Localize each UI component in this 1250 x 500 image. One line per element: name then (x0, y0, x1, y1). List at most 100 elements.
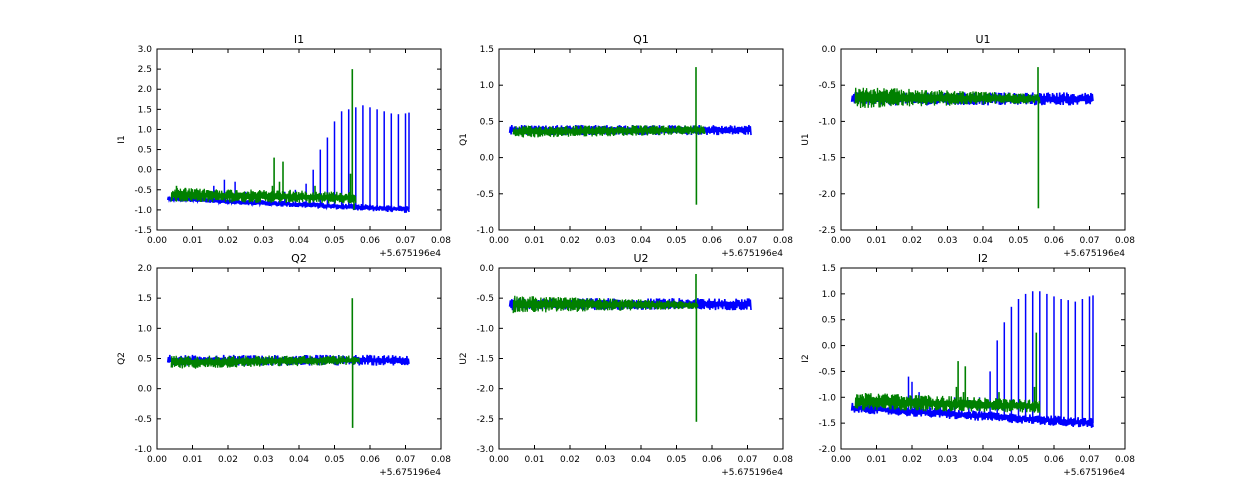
y-tick-label: -1.0 (818, 117, 836, 127)
x-tick-label: 0.02 (560, 455, 580, 465)
y-tick-label: -2.0 (818, 445, 836, 455)
x-tick-label: 0.08 (773, 455, 793, 465)
series-green-line (854, 87, 1041, 109)
y-tick-label: -1.5 (818, 154, 836, 164)
series-green-line (170, 355, 361, 369)
y-tick-label: 2.5 (138, 65, 152, 75)
y-tick-label: 2.0 (138, 85, 153, 95)
y-tick-label: -1.5 (818, 419, 836, 429)
x-offset-label: +5.675196e4 (1063, 249, 1125, 259)
y-tick-label: 0.5 (480, 117, 494, 127)
y-tick-label: -0.5 (134, 415, 152, 425)
subplot-q1: 0.00 0.01 0.02 0.03 0.04 0.05 0.06 0.07 0.08 -1.0… (459, 33, 793, 259)
y-tick-label: 1.0 (138, 324, 153, 334)
subplot-title: U2 (633, 252, 648, 265)
series-green-line (512, 295, 699, 314)
y-axis-label: Q1 (459, 133, 469, 146)
x-tick-label: 0.05 (324, 236, 344, 246)
subplot-i2: 0.00 0.01 0.02 0.03 0.04 0.05 0.06 0.07 0.08 -2.0… (801, 252, 1135, 478)
x-tick-label: 0.07 (1079, 455, 1099, 465)
y-tick-label: 0.0 (822, 45, 837, 55)
x-tick-label: 0.01 (866, 455, 886, 465)
x-tick-label: 0.08 (1115, 236, 1135, 246)
y-tick-label: -1.0 (134, 206, 152, 216)
x-tick-label: 0.01 (524, 455, 544, 465)
subplot-u2: 0.00 0.01 0.02 0.03 0.04 0.05 0.06 0.07 0.08 -3.0… (459, 252, 793, 478)
x-tick-label: 0.03 (253, 236, 273, 246)
plot-area (166, 69, 410, 213)
x-tick-label: 0.07 (737, 455, 757, 465)
y-tick-label: 0.0 (138, 166, 153, 176)
x-tick-label: 0.04 (631, 455, 651, 465)
y-tick-label: 0.5 (138, 146, 152, 156)
x-tick-label: 0.08 (431, 236, 451, 246)
subplot-title: I2 (978, 252, 988, 265)
x-tick-label: 0.04 (289, 455, 309, 465)
y-tick-label: -1.0 (476, 324, 494, 334)
x-tick-label: 0.03 (253, 455, 273, 465)
x-tick-label: 0.06 (360, 236, 380, 246)
y-tick-label: -1.0 (476, 226, 494, 236)
x-tick-label: 0.06 (702, 455, 722, 465)
y-tick-label: -0.5 (476, 294, 494, 304)
subplot-q2: 0.00 0.01 0.02 0.03 0.04 0.05 0.06 0.07 0.08 -1.0… (117, 252, 451, 478)
series-green-line (854, 392, 1041, 413)
subplot-title: U1 (975, 33, 990, 46)
y-tick-label: -2.5 (818, 226, 836, 236)
x-tick-label: 0.05 (324, 455, 344, 465)
x-tick-label: 0.01 (182, 236, 202, 246)
x-tick-label: 0.06 (360, 455, 380, 465)
x-tick-label: 0.08 (431, 455, 451, 465)
y-axis-label: Q2 (117, 352, 127, 365)
x-tick-label: 0.03 (595, 455, 615, 465)
x-tick-label: 0.04 (973, 455, 993, 465)
x-tick-label: 0.01 (866, 236, 886, 246)
x-tick-label: 0.05 (1008, 236, 1028, 246)
subplot-title: I1 (294, 33, 304, 46)
x-tick-label: 0.03 (595, 236, 615, 246)
x-tick-label: 0.07 (1079, 236, 1099, 246)
y-tick-label: -0.5 (818, 81, 836, 91)
x-offset-label: +5.675196e4 (721, 468, 783, 478)
y-tick-label: -3.0 (476, 445, 494, 455)
subplot-title: Q1 (633, 33, 649, 46)
y-tick-label: -0.5 (134, 186, 152, 196)
x-tick-label: 0.00 (831, 455, 851, 465)
x-tick-label: 0.08 (773, 236, 793, 246)
axes-frame (498, 267, 784, 450)
y-tick-label: 1.0 (480, 81, 495, 91)
y-tick-label: -2.0 (476, 385, 494, 395)
x-tick-label: 0.00 (147, 236, 167, 246)
subplot-u1: 0.00 0.01 0.02 0.03 0.04 0.05 0.06 0.07 0.08 -2.5… (801, 33, 1135, 259)
x-tick-label: 0.04 (973, 236, 993, 246)
x-tick-label: 0.00 (489, 236, 509, 246)
series-blue-line (850, 402, 1094, 428)
y-tick-label: 0.5 (822, 316, 836, 326)
subplot-title: Q2 (291, 252, 307, 265)
y-tick-label: -1.5 (134, 226, 152, 236)
y-tick-label: 1.5 (138, 105, 152, 115)
x-tick-label: 0.08 (1115, 455, 1135, 465)
series-green-line (512, 125, 706, 138)
x-tick-label: 0.06 (1044, 455, 1064, 465)
series-green-line (170, 187, 357, 204)
y-axis-label: I1 (117, 135, 127, 143)
subplot-i1: 0.00 0.01 0.02 0.03 0.04 0.05 0.06 0.07 0.08 -1.5… (117, 33, 451, 259)
x-tick-label: 0.02 (902, 455, 922, 465)
x-tick-label: 0.06 (702, 236, 722, 246)
x-tick-label: 0.00 (489, 455, 509, 465)
y-tick-label: 1.5 (138, 294, 152, 304)
x-tick-label: 0.03 (937, 236, 957, 246)
x-tick-label: 0.02 (218, 236, 238, 246)
x-offset-label: +5.675196e4 (379, 249, 441, 259)
x-tick-label: 0.00 (831, 236, 851, 246)
x-tick-label: 0.07 (737, 236, 757, 246)
x-tick-label: 0.07 (395, 236, 415, 246)
y-tick-label: -1.5 (476, 355, 494, 365)
plot-area (166, 298, 410, 428)
x-tick-label: 0.04 (631, 236, 651, 246)
x-tick-label: 0.05 (666, 455, 686, 465)
plot-area (850, 291, 1094, 428)
x-tick-label: 0.02 (560, 236, 580, 246)
